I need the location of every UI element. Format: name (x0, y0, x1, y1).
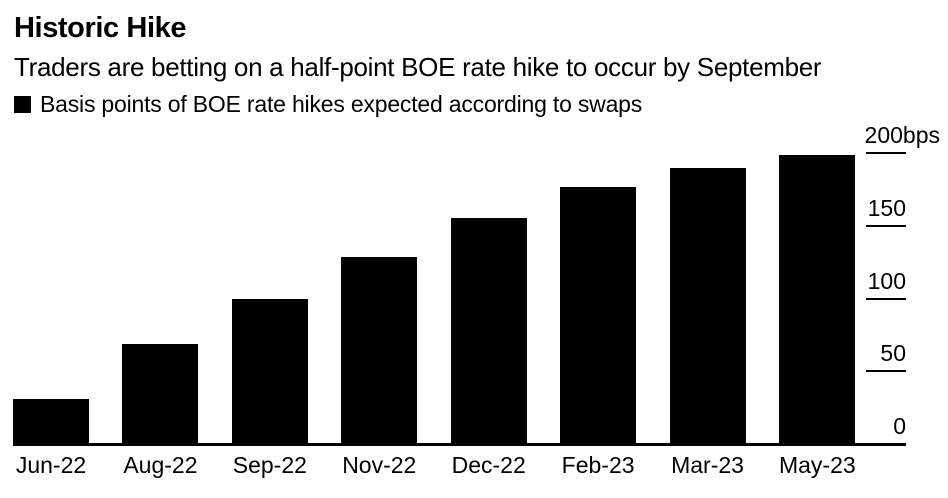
bar-jun-22 (13, 399, 89, 443)
y-tick-mark-150 (866, 225, 906, 227)
chart-subtitle: Traders are betting on a half-point BOE … (14, 52, 822, 82)
bar-mar-23 (669, 168, 746, 443)
x-tick-label-aug-22: Aug-22 (123, 452, 198, 478)
y-tick-label-150: 150 (867, 195, 906, 221)
bar-feb-23 (560, 186, 637, 443)
x-tick-label-jun-22: Jun-22 (15, 452, 87, 478)
x-tick-label-dec-22: Dec-22 (451, 452, 526, 478)
y-tick-mark-50 (866, 370, 906, 372)
bar-dec-22 (450, 217, 527, 443)
x-tick-label-mar-23: Mar-23 (671, 452, 744, 478)
chart-title: Historic Hike (14, 12, 187, 44)
x-axis-baseline (13, 443, 906, 446)
y-tick-label-0: 0 (893, 413, 906, 439)
x-tick-label-may-23: May-23 (778, 452, 856, 478)
legend-label: Basis points of BOE rate hikes expected … (40, 90, 643, 117)
x-tick-label-nov-22: Nov-22 (342, 452, 417, 478)
y-tick-label-100: 100 (867, 268, 906, 294)
bar-aug-22 (122, 344, 199, 443)
y-tick-label-50: 50 (880, 340, 906, 366)
x-axis-labels: Jun-22 Aug-22 Sep-22 Nov-22 Dec-22 Feb-23 Mar-… (13, 451, 856, 480)
x-tick-label-sep-22: Sep-22 (232, 452, 307, 478)
bar-series (13, 152, 855, 443)
bar-nov-22 (341, 256, 418, 443)
legend-square-icon (14, 95, 31, 113)
x-tick-label-feb-23: Feb-23 (561, 452, 635, 478)
chart-legend: Basis points of BOE rate hikes expected … (14, 90, 643, 117)
y-tick-label-200: 200bps (864, 122, 940, 148)
y-tick-mark-200 (866, 152, 906, 154)
bar-sep-22 (231, 299, 308, 443)
y-tick-mark-100 (866, 298, 906, 300)
bar-may-23 (778, 154, 855, 443)
